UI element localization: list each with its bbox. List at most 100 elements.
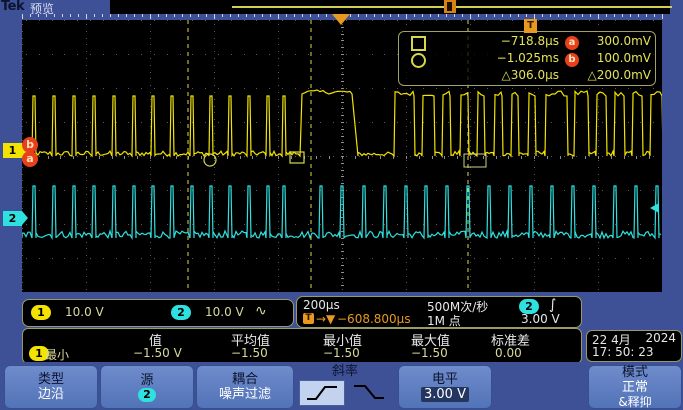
- ruler-tick: [166, 14, 167, 17]
- ruler-tick: [438, 14, 439, 17]
- ruler-tick: [22, 14, 23, 19]
- year-value: 2024: [645, 331, 676, 345]
- ruler-tick: [358, 14, 359, 17]
- ruler-tick: [582, 14, 583, 17]
- ruler-tick: [126, 14, 127, 17]
- ruler-tick: [598, 14, 599, 19]
- sample-rate: 500M次/秒: [427, 300, 489, 314]
- bottom-menu-bar: 类型 边沿 源 2 耦合 噪声过滤 斜率 电平 3.00 V: [0, 362, 683, 410]
- channel-2-chip[interactable]: 2: [171, 305, 191, 320]
- ruler-tick: [542, 14, 543, 17]
- ruler-tick: [350, 14, 351, 17]
- cursor-a-badge-label: a: [565, 36, 579, 50]
- measurement-source-chip[interactable]: 1: [29, 346, 49, 361]
- menu-button-type[interactable]: 类型 边沿: [4, 365, 98, 409]
- ruler-tick: [606, 14, 607, 17]
- ruler-tick: [574, 14, 575, 17]
- ruler-tick: [446, 14, 447, 17]
- ruler-tick: [246, 14, 247, 17]
- timebase-value[interactable]: 200µs: [303, 298, 340, 312]
- channel-2-coupling-icon[interactable]: ∿: [255, 303, 267, 319]
- ruler-tick: [518, 14, 519, 17]
- menu-mode-title: 模式: [621, 365, 648, 380]
- measurement-name: 最小: [45, 348, 70, 362]
- ruler-tick: [94, 14, 95, 17]
- ruler-tick: [286, 14, 287, 17]
- channel-1-ground-marker[interactable]: 1: [3, 143, 28, 158]
- cursor-readout-box: −718.8µs a 300.0mV −1.025ms b 100.0mV △3…: [398, 31, 656, 86]
- menu-slope-title: 斜率: [331, 364, 358, 379]
- channel-1-scale[interactable]: 10.0 V: [65, 305, 104, 319]
- record-trigger-marker[interactable]: [444, 0, 456, 13]
- ruler-tick: [270, 14, 271, 17]
- trigger-slope-icon: ∫: [549, 297, 557, 313]
- ruler-tick: [550, 14, 551, 17]
- menu-button-mode[interactable]: 模式 正常 &释抑: [588, 365, 682, 409]
- date-value: 22 4月: [592, 333, 631, 347]
- ruler-tick: [454, 14, 455, 17]
- ruler-tick: [614, 14, 615, 17]
- cursor-row-a: −718.8µs a 300.0mV: [399, 34, 655, 51]
- ruler-tick: [590, 14, 591, 17]
- ruler-tick: [30, 14, 31, 17]
- horizontal-trigger-bar: 200µs T →▼ −608.800µs 500M次/秒 1M 点 2 ∫ 3…: [296, 296, 582, 328]
- channel-2-ground-marker[interactable]: 2: [3, 211, 28, 226]
- measurement-col-4-value: 0.00: [495, 346, 522, 360]
- measurement-col-0-header: 值: [149, 334, 163, 349]
- cursor-a-badge[interactable]: a: [22, 151, 38, 167]
- channel-2-scale[interactable]: 10.0 V: [205, 305, 244, 319]
- ruler-tick: [310, 14, 311, 17]
- cursor-row-delta: △306.0µs △200.0mV: [399, 68, 655, 85]
- trigger-level-marker[interactable]: T: [524, 19, 537, 33]
- ruler-tick: [462, 14, 463, 17]
- ruler-tick: [502, 14, 503, 17]
- menu-button-source[interactable]: 源 2: [100, 365, 194, 409]
- menu-button-coupling[interactable]: 耦合 噪声过滤: [196, 365, 294, 409]
- cursor-b-time: −1.025ms: [496, 51, 559, 65]
- top-status-bar: Tek 预览: [0, 0, 683, 16]
- ruler-tick: [406, 14, 407, 19]
- ruler-tick: [398, 14, 399, 17]
- record-overview-strip[interactable]: [110, 0, 672, 14]
- ruler-tick: [510, 14, 511, 17]
- ruler-tick: [46, 14, 47, 17]
- measurement-col-0-value: −1.50 V: [133, 346, 182, 360]
- square-cursor-icon: [411, 36, 426, 51]
- ruler-tick: [494, 14, 495, 17]
- ruler-tick: [158, 14, 159, 17]
- measurement-col-2-header: 最小值: [323, 334, 363, 349]
- cursor-row-b: −1.025ms b 100.0mV: [399, 51, 655, 68]
- ruler-tick: [230, 14, 231, 17]
- acquisition-status: 预览: [30, 2, 55, 16]
- trigger-position-icon: T: [303, 313, 314, 324]
- ruler-tick: [390, 14, 391, 17]
- ruler-tick: [526, 14, 527, 17]
- channel-2-position-arrow-icon[interactable]: [650, 203, 659, 213]
- record-length: 1M 点: [427, 314, 461, 328]
- menu-button-level[interactable]: 电平 3.00 V: [398, 365, 492, 409]
- slope-rising-icon[interactable]: [299, 380, 345, 406]
- ruler-tick: [654, 14, 655, 17]
- ruler-tick: [78, 14, 79, 17]
- date-time-panel: 22 4月 2024 17: 50: 23: [586, 330, 682, 362]
- ruler-tick: [294, 14, 295, 17]
- slope-falling-icon[interactable]: [347, 380, 391, 404]
- ruler-tick: [278, 14, 279, 19]
- ruler-tick: [630, 14, 631, 17]
- measurement-col-4-header: 标准差: [491, 334, 531, 349]
- ruler-tick: [86, 14, 87, 19]
- ruler-tick: [214, 14, 215, 19]
- trigger-position-arrow-glyph: →▼: [316, 312, 336, 326]
- trigger-position-arrow-icon[interactable]: [332, 14, 350, 25]
- trigger-source-chip[interactable]: 2: [519, 299, 539, 314]
- trigger-position-value[interactable]: −608.800µs: [337, 312, 411, 326]
- ruler-tick: [118, 14, 119, 17]
- channel-1-chip[interactable]: 1: [31, 305, 51, 320]
- ruler-tick: [422, 14, 423, 17]
- ruler-tick: [374, 14, 375, 17]
- cursor-b-voltage: 100.0mV: [596, 51, 651, 65]
- cursor-b-badge[interactable]: b: [22, 137, 38, 153]
- trigger-level-value[interactable]: 3.00 V: [521, 312, 560, 326]
- ruler-tick: [182, 14, 183, 17]
- menu-button-slope[interactable]: 斜率: [296, 365, 394, 407]
